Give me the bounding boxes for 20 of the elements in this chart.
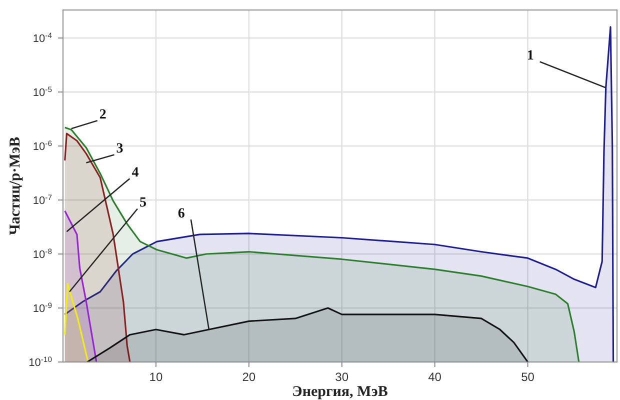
- x-tick-label: 50: [521, 370, 535, 384]
- y-tick-label: 10$^{-8}$: [32, 246, 52, 261]
- annotation: 6: [178, 206, 185, 222]
- x-tick-label: 10: [149, 370, 163, 384]
- x-tick-label: 30: [335, 370, 349, 384]
- y-tick-label: 10$^{-6}$: [32, 138, 52, 153]
- y-tick-label: 10$^{-5}$: [32, 84, 52, 99]
- y-tick-label: 10$^{-10}$: [28, 354, 52, 369]
- y-tick-label: 10$^{-7}$: [32, 192, 52, 207]
- y-tick-label: 10$^{-4}$: [32, 30, 53, 45]
- x-axis-title: Энергия, МэВ: [292, 384, 388, 400]
- annotation: 1: [526, 48, 534, 64]
- y-tick-label: 10$^{-9}$: [32, 300, 52, 315]
- x-tick-label: 40: [428, 370, 442, 384]
- annotation: 3: [116, 142, 124, 157]
- annotation: 4: [132, 166, 139, 181]
- x-tick-label: 20: [242, 370, 256, 384]
- y-axis-title: Частиц/р·МэВ: [7, 136, 24, 236]
- annotation: 2: [99, 108, 106, 123]
- annotation: 5: [140, 196, 147, 211]
